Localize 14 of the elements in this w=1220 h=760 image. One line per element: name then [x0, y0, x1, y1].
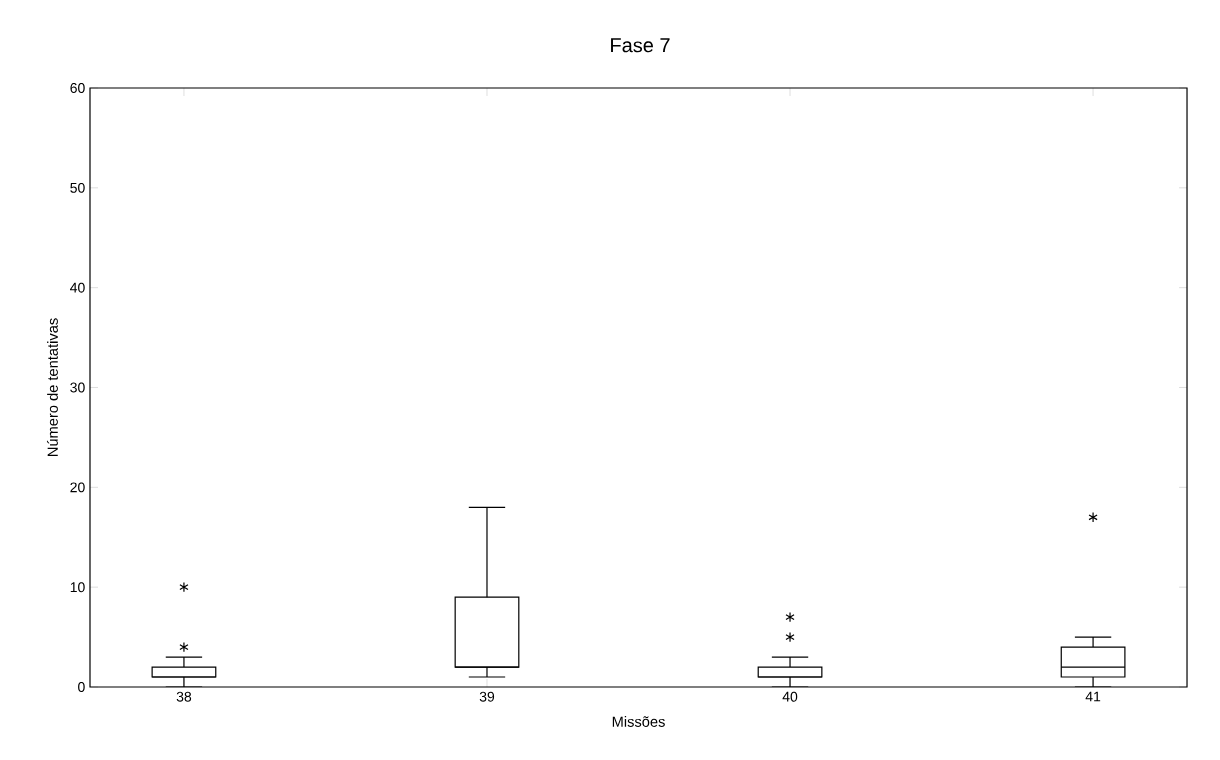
y-tick-label: 50	[70, 182, 85, 193]
y-axis-title: Número de tentativas	[46, 318, 58, 456]
y-tick-label: 20	[70, 482, 85, 493]
x-tick-label: 38	[176, 691, 192, 702]
y-tick-label: 30	[70, 382, 85, 393]
x-tick-label: 40	[782, 691, 798, 702]
y-tick-label: 0	[78, 682, 85, 692]
y-tick-label: 10	[70, 582, 85, 593]
x-tick-label: 39	[479, 691, 495, 702]
chart-title: Fase 7	[611, 38, 670, 53]
y-tick-label: 40	[70, 282, 85, 293]
x-axis-title: Missões	[612, 716, 665, 727]
x-tick-label: 41	[1085, 691, 1101, 702]
y-tick-label: 60	[70, 83, 85, 93]
